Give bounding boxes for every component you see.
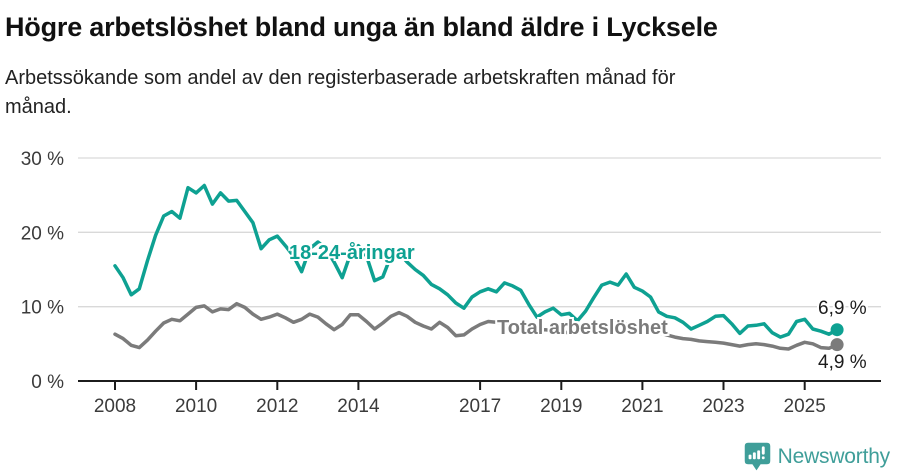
series-line-youth <box>113 183 839 339</box>
y-tick-label: 10 % <box>21 298 64 319</box>
brand-footer[interactable]: Newsworthy <box>744 442 890 471</box>
page-title: Högre arbetslöshet bland unga än bland ä… <box>5 12 718 42</box>
series-label-youth: 18-24-åringar <box>289 242 415 264</box>
series-end-dot-youth <box>830 323 844 337</box>
newsworthy-logo-icon <box>744 442 770 471</box>
x-tick-label: 2014 <box>337 396 380 417</box>
x-tick-label: 2017 <box>459 396 501 417</box>
end-value-label-youth: 6,9 % <box>818 298 867 319</box>
y-tick-label: 30 % <box>21 149 64 170</box>
bar-chart-glyph <box>748 450 760 460</box>
series-end-dot-total <box>830 338 844 352</box>
y-tick-label: 0 % <box>31 372 64 393</box>
exclamation-glyph <box>761 446 765 460</box>
page-subtitle: Arbetssökande som andel av den registerb… <box>5 67 676 118</box>
series-label-total: Total arbetslöshet <box>497 317 668 339</box>
x-tick-label: 2019 <box>540 396 582 417</box>
end-value-label-total: 4,9 % <box>818 352 867 373</box>
x-tick-label: 2025 <box>784 396 826 417</box>
x-tick-label: 2010 <box>175 396 217 417</box>
x-tick-label: 2012 <box>256 396 298 417</box>
x-tick-label: 2023 <box>702 396 744 417</box>
chart-header: Högre arbetslöshet bland unga än bland ä… <box>5 10 895 122</box>
series-line-total <box>113 301 839 351</box>
brand-name: Newsworthy <box>777 444 891 468</box>
x-tick-label: 2008 <box>94 396 136 417</box>
y-tick-label: 20 % <box>21 223 64 244</box>
x-tick-label: 2021 <box>621 396 663 417</box>
